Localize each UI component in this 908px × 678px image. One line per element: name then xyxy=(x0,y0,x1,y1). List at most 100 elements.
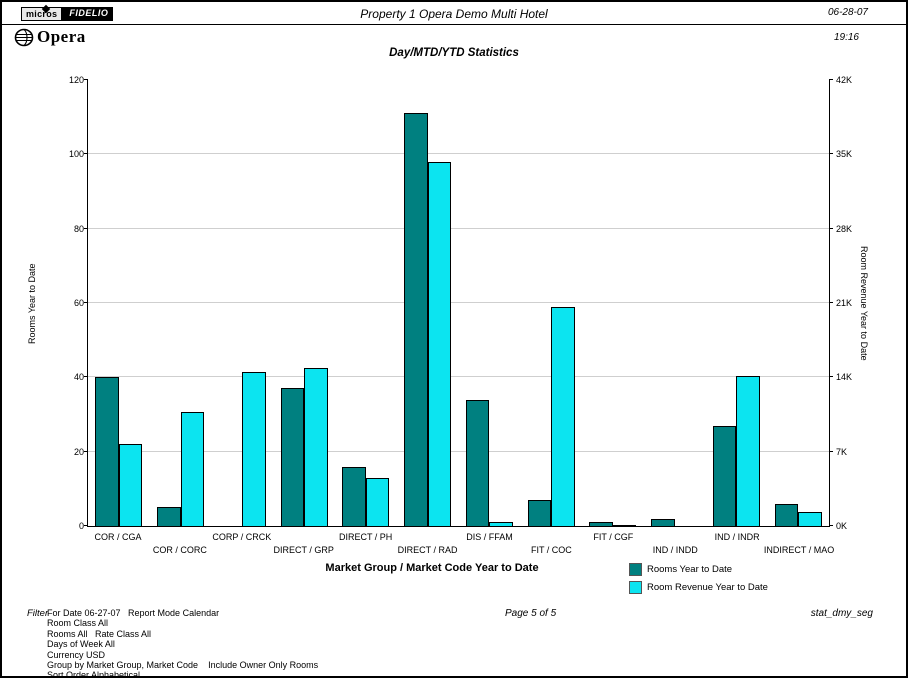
opera-logo-text: Opera xyxy=(37,27,86,46)
rooms-bar xyxy=(342,466,366,526)
x-category-label: IND / INDD xyxy=(652,545,698,555)
filter-line: Sort Order Alphabetical xyxy=(47,670,141,678)
legend-label: Room Revenue Year to Date xyxy=(647,581,768,593)
y-axis-tick-label-left: 120 xyxy=(68,75,84,85)
y-axis-tick-mark xyxy=(829,450,833,452)
rooms-bar xyxy=(280,388,305,526)
x-axis-title: Market Group / Market Code Year to Date xyxy=(325,562,539,574)
filter-line: Days of Week All xyxy=(47,639,115,650)
gridline xyxy=(88,227,829,229)
opera-globe-icon xyxy=(14,28,34,46)
y-axis-tick-mark xyxy=(829,302,833,303)
rooms-bar xyxy=(774,503,799,526)
x-category-label: DIRECT / RAD xyxy=(397,545,458,555)
y-axis-tick-label-right: 7K xyxy=(836,446,848,457)
y-axis-tick-mark xyxy=(84,376,88,378)
y-axis-tick-mark xyxy=(829,79,833,80)
rooms-bar xyxy=(95,377,119,526)
gridline xyxy=(88,302,829,303)
y-axis-tick-mark xyxy=(829,153,833,155)
revenue-bar xyxy=(180,412,205,526)
report-time: 19:16 xyxy=(833,32,859,43)
rooms-bar xyxy=(465,399,490,526)
filter-line: Currency USD xyxy=(47,649,106,660)
revenue-bar xyxy=(427,161,452,526)
right-axis-title: Room Revenue Year to Date xyxy=(859,246,869,361)
bar-group xyxy=(150,80,212,526)
y-axis-tick-label-left: 40 xyxy=(73,372,84,383)
x-category-label: DIRECT / GRP xyxy=(273,545,334,555)
bar-group xyxy=(397,80,459,526)
x-category-label: DIRECT / PH xyxy=(338,532,393,542)
rooms-bar xyxy=(404,113,428,526)
micros-logo-text: micros xyxy=(21,7,63,21)
revenue-bar xyxy=(365,477,390,526)
rooms-bar xyxy=(651,518,675,526)
bar-group xyxy=(582,80,644,526)
revenue-bar xyxy=(489,522,513,526)
chart-title: Day/MTD/YTD Statistics xyxy=(389,47,519,59)
rooms-bar xyxy=(712,425,737,526)
x-category-label: COR / CORC xyxy=(152,545,207,555)
fidelio-logo-text: FIDELIO xyxy=(62,7,114,21)
page-number: Page 5 of 5 xyxy=(505,608,557,619)
x-category-label: IND / INDR xyxy=(714,532,760,542)
bar-group xyxy=(459,80,521,526)
x-category-label: INDIRECT / MAO xyxy=(763,545,835,555)
y-axis-tick-label-left: 0 xyxy=(78,521,84,531)
plot-area: 0 20 40 60 80 100 120 0K 7K 14K 21K 28K 35K 42K xyxy=(69,75,852,531)
revenue-bar xyxy=(798,512,822,526)
legend-item: Rooms Year to Date xyxy=(629,560,768,578)
header-divider xyxy=(2,24,906,25)
report-code: stat_dmy_seg xyxy=(810,608,873,619)
y-axis-tick-label-right: 28K xyxy=(836,223,853,234)
y-axis-tick-mark xyxy=(84,227,88,229)
y-axis-tick-label-left: 60 xyxy=(73,298,84,308)
filter-line: Room Class All xyxy=(47,618,109,629)
y-axis-tick-label-left: 20 xyxy=(73,446,84,457)
y-axis-tick-label-right: 35K xyxy=(836,149,853,160)
rooms-bar xyxy=(157,507,181,526)
y-axis-tick-label-right: 42K xyxy=(836,75,853,85)
y-axis-tick-mark xyxy=(829,227,833,229)
legend-item: Room Revenue Year to Date xyxy=(629,578,768,596)
legend-label: Rooms Year to Date xyxy=(647,563,733,575)
gridline xyxy=(88,153,829,155)
bar-group xyxy=(88,80,150,526)
gridline xyxy=(88,450,829,452)
report-date: 06-28-07 xyxy=(827,7,868,18)
y-axis-tick-mark xyxy=(84,153,88,155)
filter-line: Group by Market Group, Market Code Inclu… xyxy=(47,660,319,671)
y-axis-tick-label-right: 14K xyxy=(836,372,853,383)
bar-group xyxy=(273,80,335,526)
x-axis-category-labels: COR / CGA COR / CORC CORP / CRCK DIRECT / G… xyxy=(87,529,834,559)
y-axis-tick-label-left: 100 xyxy=(68,149,84,160)
y-axis-tick-mark xyxy=(84,302,88,303)
opera-logo: Opera xyxy=(14,27,86,47)
x-category-label: FIT / CGF xyxy=(593,532,634,542)
gridline xyxy=(88,376,829,378)
y-axis-tick-mark xyxy=(84,79,88,80)
revenue-bar xyxy=(551,307,575,526)
y-axis-tick-label-right: 21K xyxy=(836,298,853,308)
x-category-label: COR / CGA xyxy=(94,532,142,542)
micros-fidelio-logo: micros FIDELIO xyxy=(21,7,114,21)
property-title: Property 1 Opera Demo Multi Hotel xyxy=(360,7,548,21)
left-axis-title: Rooms Year to Date xyxy=(27,263,37,344)
filter-lines: For Date 06-27-07 Report Mode Calendar Ro… xyxy=(47,608,319,678)
bar-group xyxy=(520,80,582,526)
revenue-bar xyxy=(304,367,328,526)
y-axis-tick-label-left: 80 xyxy=(73,223,84,234)
y-axis-tick-mark xyxy=(84,525,88,526)
x-category-label: CORP / CRCK xyxy=(212,532,272,542)
legend-swatch-icon xyxy=(629,562,642,576)
legend-swatch-icon xyxy=(629,580,642,594)
revenue-bar xyxy=(242,372,266,526)
bar-group xyxy=(767,80,829,526)
bar-group xyxy=(212,80,274,526)
bar-group xyxy=(706,80,768,526)
bar-group xyxy=(644,80,706,526)
rooms-bar xyxy=(527,499,552,526)
y-axis-tick-mark xyxy=(84,450,88,452)
